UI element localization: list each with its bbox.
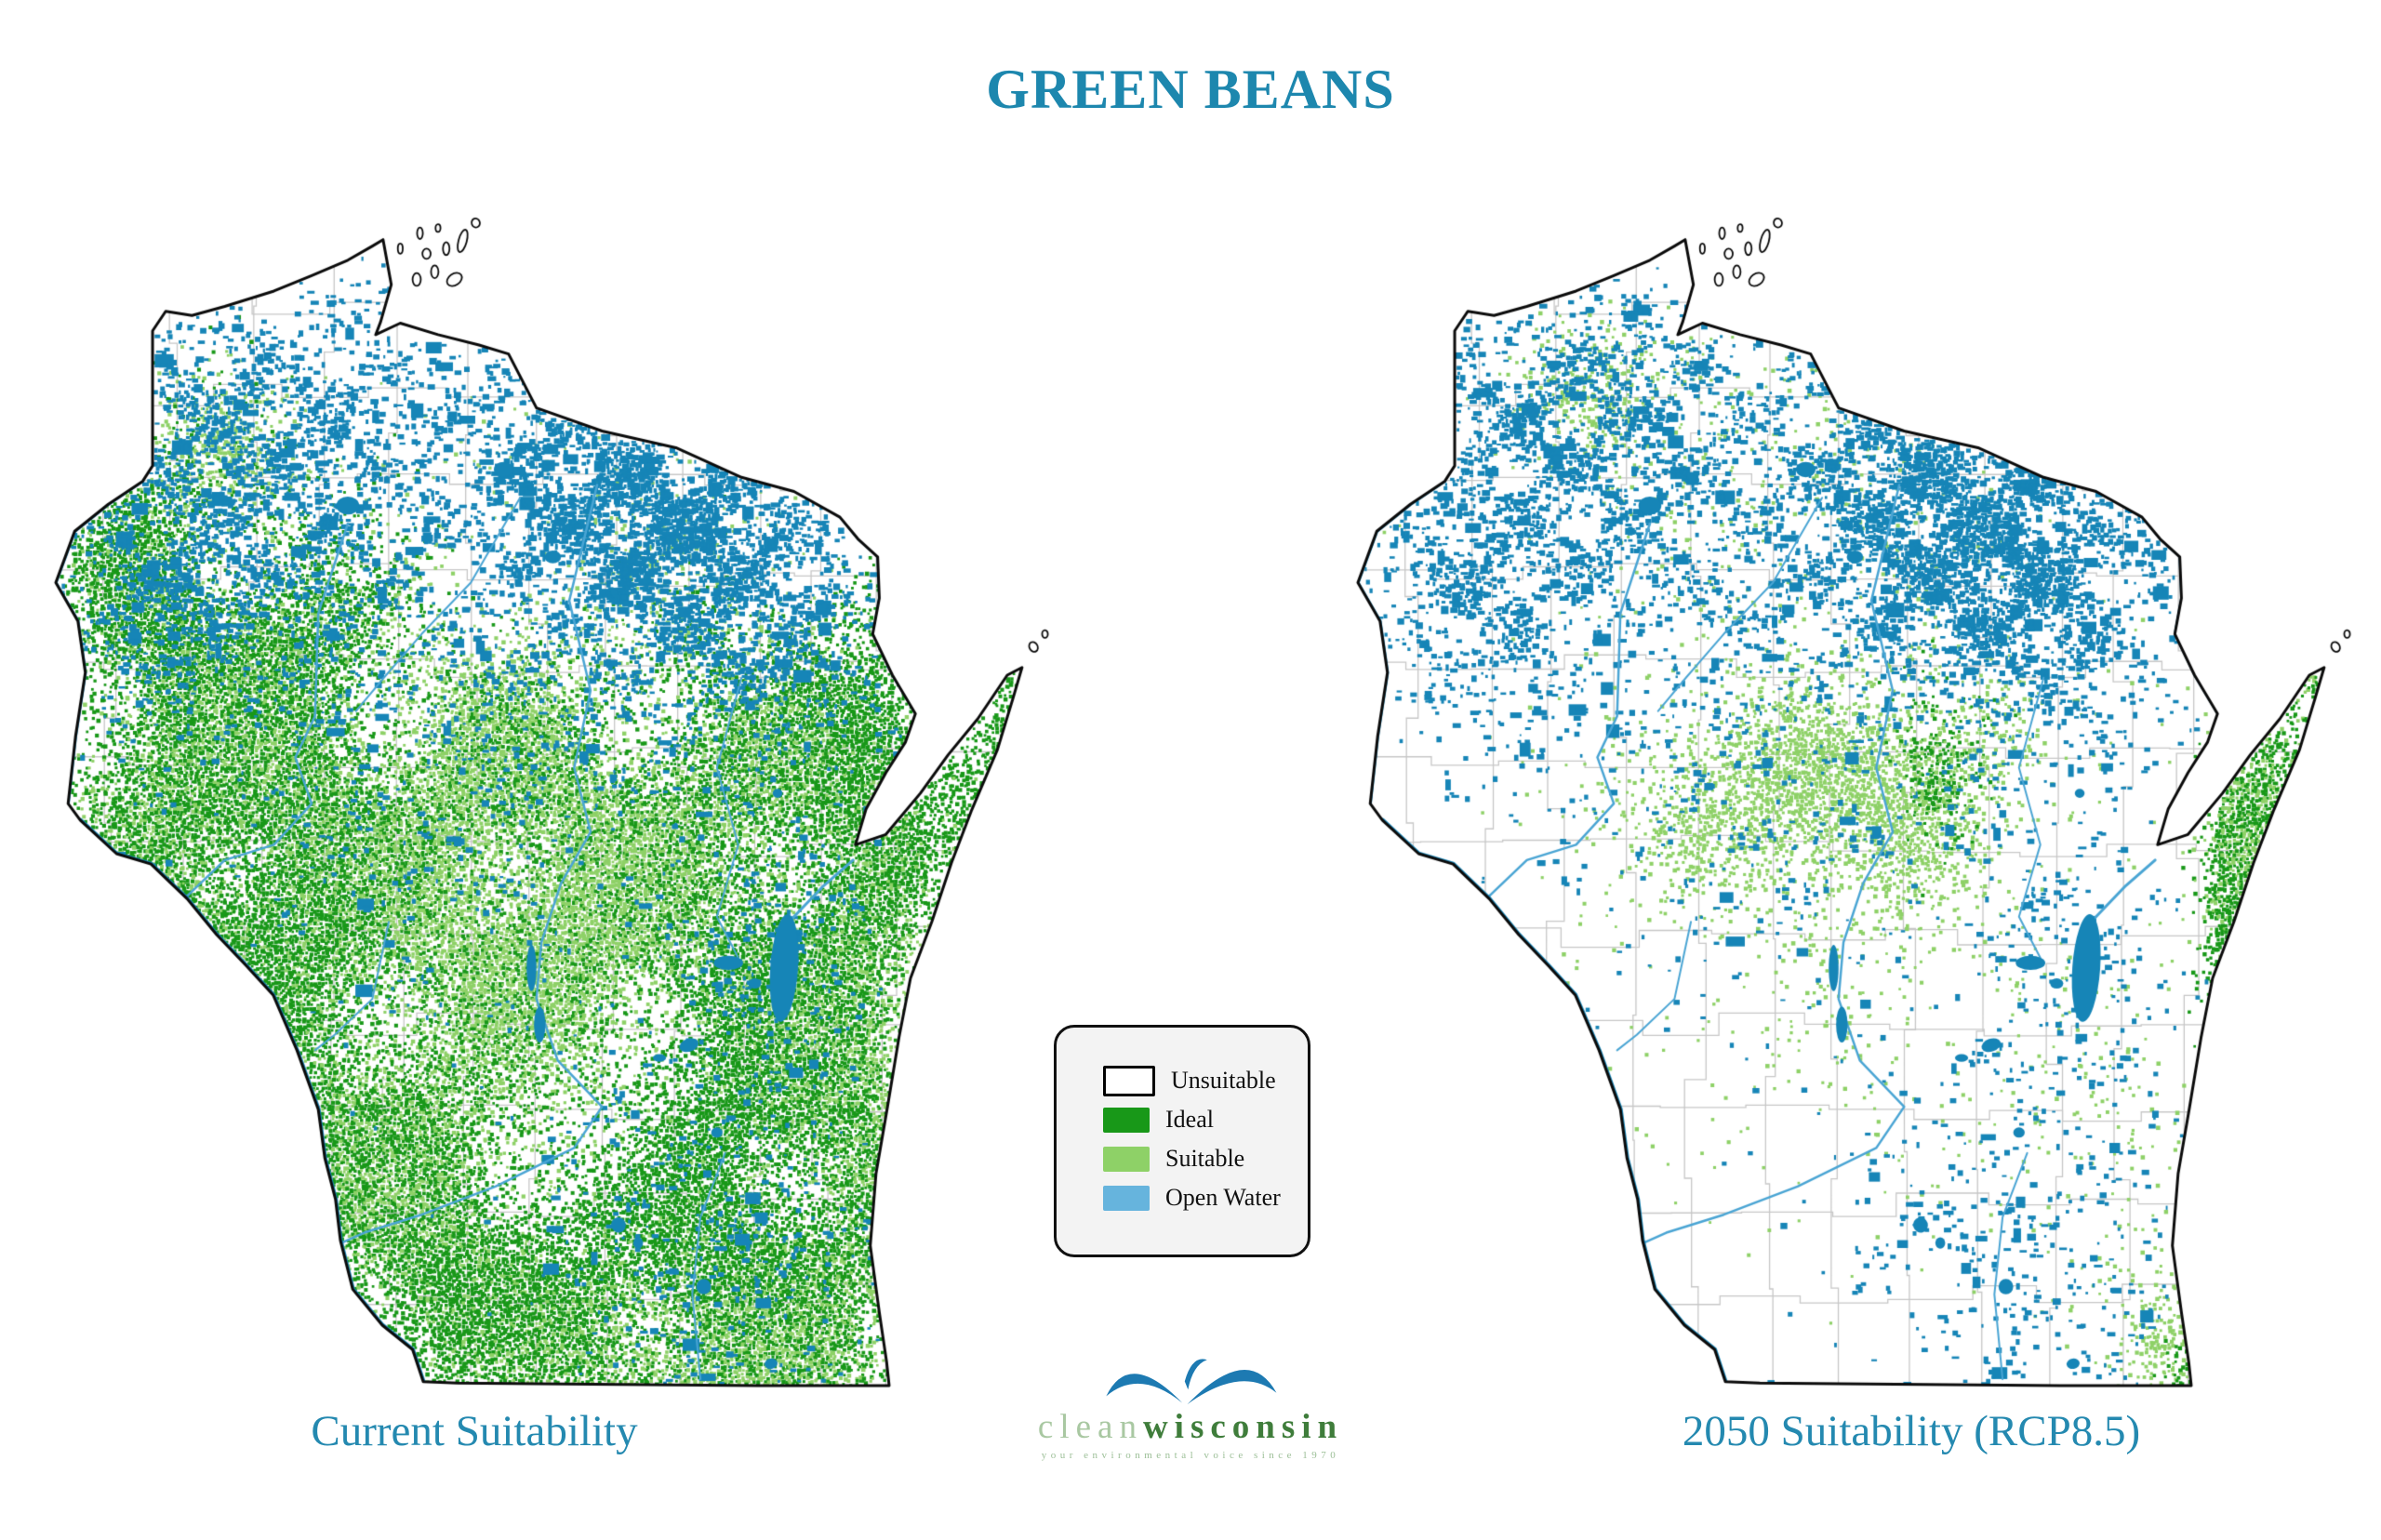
wisconsin-2050-map-canvas <box>1330 177 2372 1423</box>
bird-middle-feather <box>1184 1359 1207 1390</box>
legend: Unsuitable Ideal Suitable Open Water <box>1054 1025 1310 1257</box>
logo-wisconsin-text: wisconsin <box>1142 1408 1344 1446</box>
clean-wisconsin-logo: cleanwisconsin your environmental voice … <box>986 1347 1395 1461</box>
page-title: GREEN BEANS <box>986 59 1395 120</box>
map-2050-suitability <box>1330 177 2372 1423</box>
legend-label: Ideal <box>1165 1106 1214 1133</box>
caption-current-suitability: Current Suitability <box>311 1407 638 1455</box>
logo-tagline: your environmental voice since 1970 <box>1041 1450 1340 1461</box>
legend-label: Open Water <box>1165 1184 1281 1211</box>
caption-2050-suitability: 2050 Suitability (RCP8.5) <box>1682 1407 2141 1455</box>
suitable-swatch <box>1103 1146 1150 1172</box>
legend-row-ideal: Ideal <box>1103 1100 1308 1139</box>
ideal-swatch <box>1103 1107 1150 1133</box>
bird-logo-icon <box>1106 1359 1277 1405</box>
legend-label: Suitable <box>1165 1145 1245 1172</box>
logo-wordmark: cleanwisconsin <box>986 1410 1395 1444</box>
legend-row-suitable: Suitable <box>1103 1139 1308 1178</box>
unsuitable-swatch <box>1103 1065 1155 1096</box>
bird-right-wing <box>1187 1370 1277 1405</box>
legend-row-open-water: Open Water <box>1103 1178 1308 1217</box>
legend-row-unsuitable: Unsuitable <box>1103 1061 1308 1100</box>
logo-clean-text: clean <box>1037 1408 1143 1446</box>
legend-label: Unsuitable <box>1171 1067 1276 1094</box>
wisconsin-current-map-canvas <box>28 177 1070 1423</box>
map-current-suitability <box>28 177 1070 1423</box>
open-water-swatch <box>1103 1185 1150 1211</box>
bird-left-wing <box>1106 1374 1183 1403</box>
